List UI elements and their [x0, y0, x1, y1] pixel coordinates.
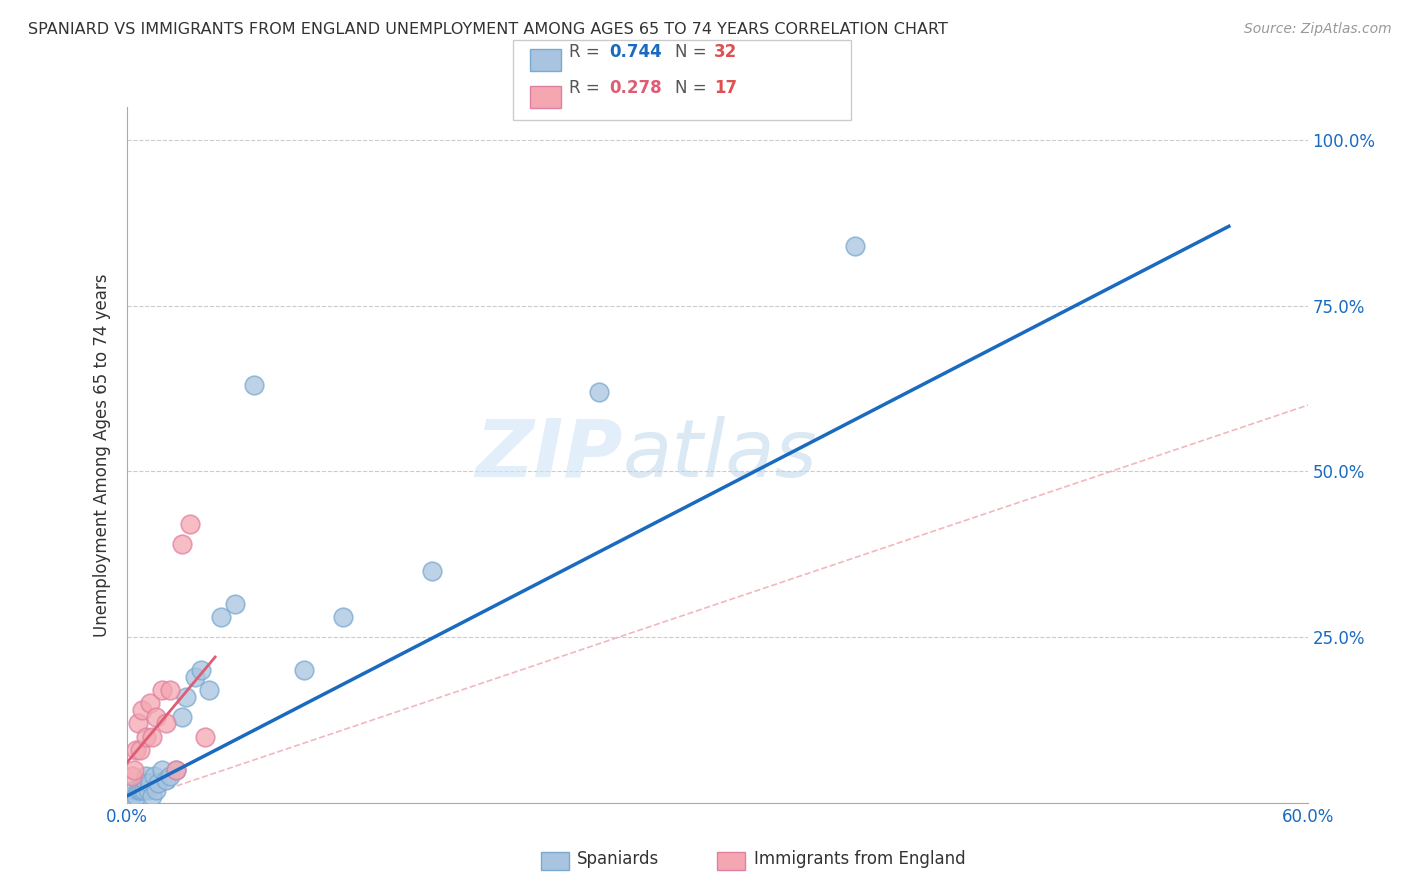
Point — [332, 610, 354, 624]
Text: Spaniards: Spaniards — [576, 850, 658, 868]
Point — [141, 730, 163, 744]
Point — [131, 782, 153, 797]
Text: N =: N = — [675, 79, 711, 97]
Point — [174, 690, 197, 704]
Point — [194, 730, 217, 744]
Text: SPANIARD VS IMMIGRANTS FROM ENGLAND UNEMPLOYMENT AMONG AGES 65 TO 74 YEARS CORRE: SPANIARD VS IMMIGRANTS FROM ENGLAND UNEM… — [28, 22, 948, 37]
Point — [159, 769, 181, 783]
Point — [121, 769, 143, 783]
Text: 17: 17 — [714, 79, 737, 97]
Point — [243, 378, 266, 392]
Point — [224, 597, 246, 611]
Point — [209, 610, 232, 624]
Point — [139, 697, 162, 711]
Point — [190, 663, 212, 677]
Point — [141, 789, 163, 804]
Text: 0.744: 0.744 — [609, 43, 662, 61]
Text: R =: R = — [569, 43, 606, 61]
Point — [150, 683, 173, 698]
Point — [143, 769, 166, 783]
Text: Source: ZipAtlas.com: Source: ZipAtlas.com — [1244, 22, 1392, 37]
Point — [155, 772, 177, 787]
Point — [150, 763, 173, 777]
Point — [139, 776, 162, 790]
Y-axis label: Unemployment Among Ages 65 to 74 years: Unemployment Among Ages 65 to 74 years — [93, 273, 111, 637]
Point — [125, 743, 148, 757]
Text: atlas: atlas — [623, 416, 817, 494]
Point — [588, 384, 610, 399]
Point — [124, 782, 146, 797]
Text: 0.278: 0.278 — [609, 79, 661, 97]
Point — [170, 537, 193, 551]
Point — [146, 776, 169, 790]
Point — [165, 763, 187, 777]
Point — [125, 789, 148, 804]
Point — [184, 670, 207, 684]
Text: R =: R = — [569, 79, 606, 97]
Point — [136, 782, 159, 797]
Point — [129, 782, 152, 797]
Point — [129, 743, 152, 757]
Point — [127, 782, 149, 797]
Point — [420, 564, 443, 578]
Point — [121, 789, 143, 804]
Point — [135, 730, 157, 744]
Point — [135, 776, 157, 790]
Point — [155, 716, 177, 731]
Point — [145, 709, 167, 723]
Point — [292, 663, 315, 677]
Text: N =: N = — [675, 43, 711, 61]
Point — [127, 716, 149, 731]
Point — [124, 763, 146, 777]
Text: ZIP: ZIP — [475, 416, 623, 494]
Point — [198, 683, 221, 698]
Point — [159, 683, 181, 698]
Point — [135, 769, 157, 783]
Text: Immigrants from England: Immigrants from England — [754, 850, 966, 868]
Point — [145, 782, 167, 797]
Point — [179, 517, 201, 532]
Point — [134, 782, 156, 797]
Point — [844, 239, 866, 253]
Point — [170, 709, 193, 723]
Point — [131, 703, 153, 717]
Text: 32: 32 — [714, 43, 738, 61]
Point — [165, 763, 187, 777]
